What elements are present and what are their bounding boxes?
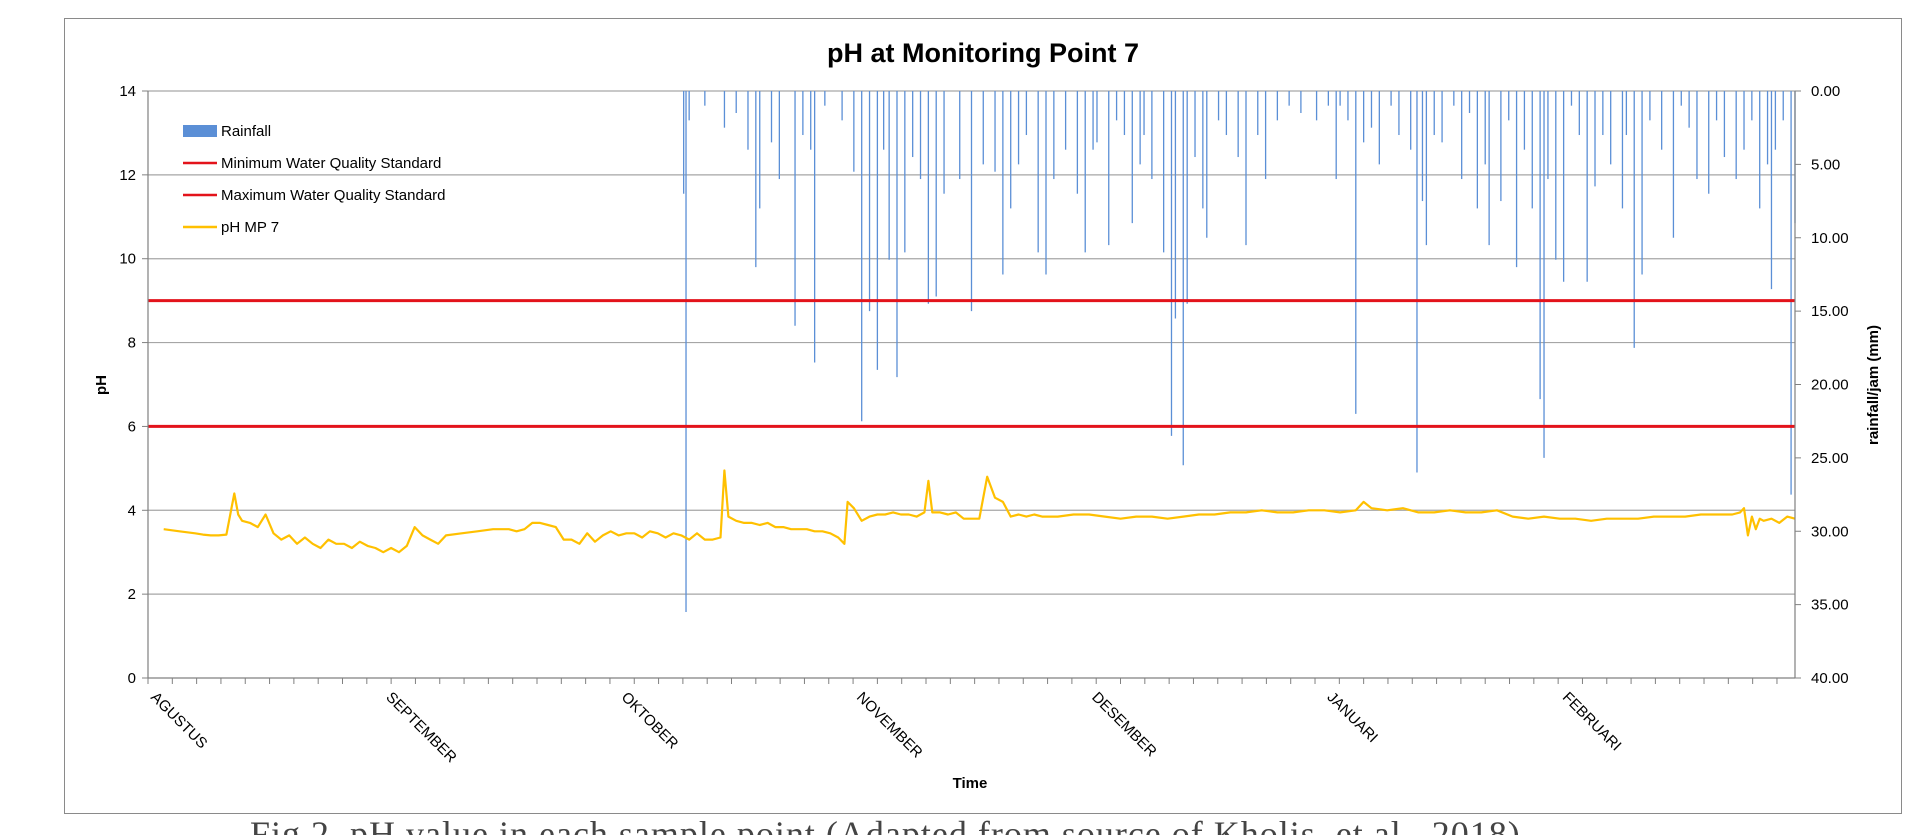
- chart-title: pH at Monitoring Point 7: [827, 38, 1139, 68]
- y-right-tick-5.00: 5.00: [1811, 156, 1840, 173]
- y-left-tick-0: 0: [128, 670, 136, 687]
- legend-swatch-rainfall: [183, 125, 217, 137]
- x-month-label-september: SEPTEMBER: [382, 689, 460, 767]
- ph-series: [163, 469, 1796, 554]
- y-left-tick-8: 8: [128, 335, 136, 352]
- y-right-tick-35.00: 35.00: [1811, 597, 1849, 614]
- x-month-label-desember: DESEMBER: [1088, 689, 1160, 761]
- y-right-tick-0.00: 0.00: [1811, 83, 1840, 100]
- y-left-tick-12: 12: [119, 167, 136, 184]
- y-right-tick-40.00: 40.00: [1811, 670, 1849, 687]
- x-month-label-november: NOVEMBER: [853, 689, 926, 762]
- ph-mp7-line: [163, 469, 1796, 554]
- y-axis-left-title: pH: [93, 375, 110, 395]
- y-left-tick-6: 6: [128, 418, 136, 435]
- legend: Rainfall Minimum Water Quality Standard Ma…: [183, 123, 446, 236]
- legend-label-minimum-water-quality-standard: Minimum Water Quality Standard: [221, 155, 441, 172]
- x-month-label-februari: FEBRUARI: [1559, 689, 1625, 755]
- x-axis-title: Time: [953, 775, 988, 792]
- y-left-tick-10: 10: [119, 251, 136, 268]
- y-right-tick-30.00: 30.00: [1811, 523, 1849, 540]
- x-month-label-januari: JANUARI: [1324, 689, 1381, 746]
- y-axis-right-title: rainfall/jam (mm): [1865, 325, 1882, 445]
- figure-caption: Fig 2. pH value in each sample point (Ad…: [250, 816, 1521, 835]
- legend-label-ph-mp-7: pH MP 7: [221, 219, 279, 236]
- y-right-tick-20.00: 20.00: [1811, 377, 1849, 394]
- y-left-tick-14: 14: [119, 83, 136, 100]
- y-right-tick-10.00: 10.00: [1811, 230, 1849, 247]
- x-month-label-agustus: AGUSTUS: [147, 689, 210, 752]
- legend-label-maximum-water-quality-standard: Maximum Water Quality Standard: [221, 187, 446, 204]
- rainfall-bars: [683, 91, 1796, 612]
- x-month-label-oktober: OKTOBER: [618, 689, 682, 753]
- y-right-tick-25.00: 25.00: [1811, 450, 1849, 467]
- y-right-tick-15.00: 15.00: [1811, 303, 1849, 320]
- standard-lines: [148, 299, 1795, 428]
- y-left-tick-4: 4: [128, 502, 136, 519]
- y-left-tick-2: 2: [128, 586, 136, 603]
- legend-label-rainfall: Rainfall: [221, 123, 271, 140]
- axes: 0 2 4 6 8 10 12 14 0.00 5.00 10.00 15.00 20.00 25.00 3…: [119, 83, 1848, 766]
